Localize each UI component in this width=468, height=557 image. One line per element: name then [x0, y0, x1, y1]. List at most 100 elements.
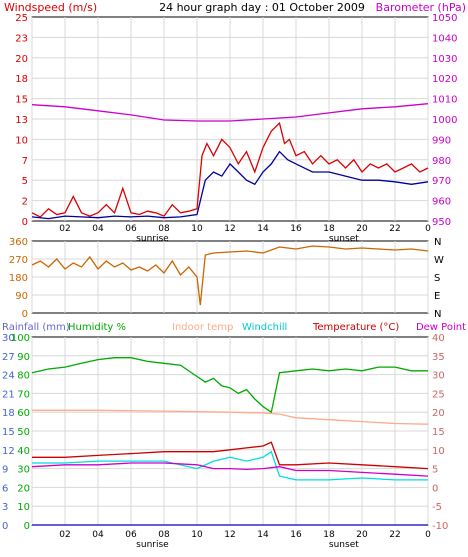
temperature-legend: Temperature (°C) [312, 322, 399, 333]
y-tick-label: 1030 [432, 54, 457, 65]
y-tick-label: 10 [15, 135, 28, 146]
x-tick-label: 16 [290, 530, 302, 540]
rain-tick-label: 27 [2, 352, 15, 363]
humidity-tick-label: 70 [17, 389, 30, 400]
rainfall-axis-title: Rainfall (mm) [2, 322, 70, 333]
windchill-legend: Windchill [242, 322, 287, 333]
x-tick-label: 18 [323, 224, 335, 234]
x-tick-label: 10 [191, 224, 203, 234]
y-tick-label: 1020 [432, 74, 457, 85]
humidity-axis-title: Humidity % [68, 322, 126, 333]
sunrise-label: sunrise [136, 540, 169, 550]
y-tick-label: 960 [432, 197, 451, 208]
y-tick-label: 180 [9, 273, 28, 284]
sunset-label: sunset [329, 540, 359, 550]
y-tick-label: 1040 [432, 33, 457, 44]
dewpoint-legend: Dew Point [416, 322, 466, 333]
y-tick-label: E [434, 291, 440, 302]
y-tick-label: 990 [432, 135, 451, 146]
y-tick-label: 20 [15, 54, 28, 65]
barometer-axis-title: Barometer (hPa) [376, 1, 466, 14]
y-tick-label: 5 [432, 465, 438, 476]
y-tick-label: N [434, 309, 441, 320]
rain-tick-label: 0 [2, 521, 8, 532]
x-tick-label: 04 [92, 224, 104, 234]
rain-tick-label: 15 [2, 427, 15, 438]
x-tick-label: 20 [356, 530, 368, 540]
x-tick-label: 14 [257, 530, 269, 540]
rain-tick-label: 9 [2, 465, 8, 476]
rain-tick-label: 6 [2, 483, 8, 494]
y-tick-label: 970 [432, 176, 451, 187]
humidity-tick-label: 40 [17, 446, 30, 457]
x-tick-label: 16 [290, 224, 302, 234]
rain-tick-label: 12 [2, 446, 15, 457]
y-tick-label: 90 [15, 291, 28, 302]
temperature-line [32, 441, 429, 470]
rain-tick-label: 24 [2, 371, 15, 382]
y-tick-label: 950 [432, 217, 451, 228]
rain-tick-label: 18 [2, 408, 15, 419]
windspeed-axis-title: Windspeed (m/s) [4, 1, 97, 14]
y-tick-label: 2 [22, 197, 28, 208]
rain-tick-label: 30 [2, 333, 15, 344]
sunrise-label: sunrise [136, 234, 169, 244]
x-tick-label: 06 [125, 224, 137, 234]
y-tick-label: 360 [9, 237, 28, 248]
y-tick-label: 25 [432, 389, 445, 400]
y-tick-label: 15 [432, 427, 445, 438]
humidity-tick-label: 10 [17, 502, 30, 513]
y-tick-label: 35 [432, 352, 445, 363]
y-tick-label: -10 [432, 521, 448, 532]
y-tick-label: 0 [22, 217, 28, 228]
y-tick-label: S [434, 273, 440, 284]
wind-avg-line [31, 150, 429, 220]
humidity-tick-label: 0 [24, 521, 30, 532]
x-tick-label: 08 [158, 224, 170, 234]
wind-gust-line [31, 121, 429, 218]
y-tick-label: 18 [15, 74, 28, 85]
y-tick-label: 270 [9, 255, 28, 266]
y-tick-label: 13 [15, 115, 28, 126]
y-tick-label: 0 [432, 483, 438, 494]
humidity-tick-label: 50 [17, 427, 30, 438]
windchill-line [32, 450, 428, 481]
y-tick-label: 40 [432, 333, 445, 344]
rain-tick-label: 3 [2, 502, 8, 513]
y-tick-label: 23 [15, 33, 28, 44]
y-tick-label: 1000 [432, 115, 457, 126]
x-tick-label: 22 [389, 530, 400, 540]
x-tick-label: 22 [389, 224, 400, 234]
y-tick-label: N [434, 237, 441, 248]
x-tick-label: 0 [425, 530, 431, 540]
x-tick-label: 12 [224, 224, 235, 234]
sunset-label: sunset [329, 234, 359, 244]
y-tick-label: -5 [432, 502, 442, 513]
x-tick-label: 04 [92, 530, 104, 540]
y-tick-label: 10 [432, 446, 445, 457]
indoor-temp-line [32, 409, 429, 425]
y-tick-label: 1050 [432, 13, 457, 24]
y-tick-label: 20 [432, 408, 445, 419]
humidity-tick-label: 30 [17, 465, 30, 476]
y-tick-label: W [434, 255, 444, 266]
chart-title: 24 hour graph day : 01 October 2009 [159, 1, 365, 14]
y-tick-label: 0 [22, 309, 28, 320]
x-tick-label: 10 [191, 530, 203, 540]
x-tick-label: 06 [125, 530, 137, 540]
humidity-tick-label: 60 [17, 408, 30, 419]
y-tick-label: 30 [432, 371, 445, 382]
humidity-line [31, 357, 428, 414]
x-tick-label: 02 [59, 224, 70, 234]
wind-direction-line [31, 245, 429, 306]
x-tick-label: 14 [257, 224, 269, 234]
x-tick-label: 0 [425, 224, 431, 234]
x-tick-label: 08 [158, 530, 170, 540]
rain-tick-label: 21 [2, 389, 15, 400]
humidity-tick-label: 20 [17, 483, 30, 494]
x-tick-label: 12 [224, 530, 235, 540]
x-tick-label: 20 [356, 224, 368, 234]
x-tick-label: 02 [59, 530, 70, 540]
y-tick-label: 1010 [432, 95, 457, 106]
